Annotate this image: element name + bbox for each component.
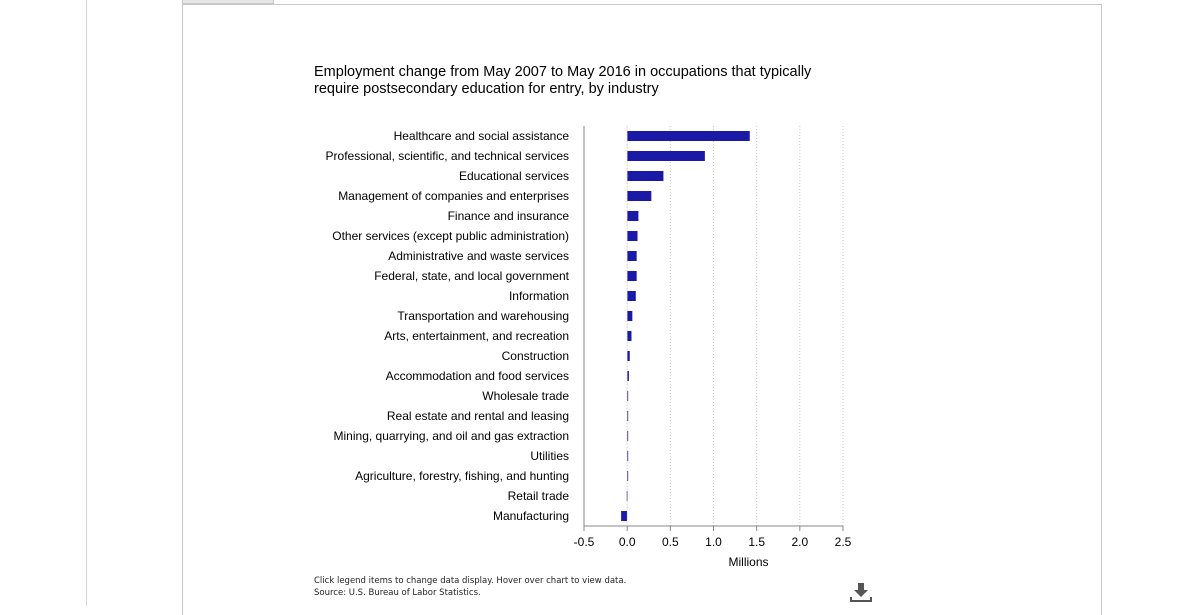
footnote-instructions: Click legend items to change data displa… [314,576,627,586]
bar[interactable] [627,371,629,381]
chart-panel [182,4,1102,615]
bar[interactable] [627,451,629,461]
bar[interactable] [627,431,629,441]
tab[interactable] [182,0,274,4]
category-label: Educational services [459,169,569,183]
bar[interactable] [627,171,664,181]
bar[interactable] [627,271,637,281]
bar[interactable] [627,351,630,361]
category-label: Utilities [530,449,569,463]
bar[interactable] [627,131,750,141]
bar[interactable] [627,251,637,261]
category-label: Arts, entertainment, and recreation [384,329,569,343]
bar[interactable] [621,511,628,521]
bar[interactable] [627,191,652,201]
x-tick-label: -0.5 [574,535,595,549]
bar[interactable] [627,311,633,321]
category-label: Mining, quarrying, and oil and gas extra… [334,429,569,443]
x-tick-label: 2.0 [791,535,808,549]
x-axis-title: Millions [728,555,768,569]
x-tick-label: 1.5 [748,535,765,549]
bar[interactable] [627,151,705,161]
chart-title: Employment change from May 2007 to May 2… [314,64,812,97]
category-label: Transportation and warehousing [397,309,569,323]
category-label: Information [509,289,569,303]
category-label: Real estate and rental and leasing [387,409,569,423]
category-label: Administrative and waste services [388,249,569,263]
bar[interactable] [627,331,632,341]
bar[interactable] [627,231,638,241]
category-label: Manufacturing [493,509,569,523]
category-label: Accommodation and food services [386,369,569,383]
category-label: Construction [502,349,569,363]
x-tick-label: 0.0 [619,535,636,549]
bar[interactable] [627,411,629,421]
category-label: Healthcare and social assistance [394,129,570,143]
divider [86,0,87,606]
category-label: Agriculture, forestry, fishing, and hunt… [355,469,569,483]
x-tick-label: 2.5 [835,535,852,549]
x-tick-label: 1.0 [705,535,722,549]
category-label: Professional, scientific, and technical … [326,149,569,163]
category-label: Other services (except public administra… [332,229,569,243]
footnote-source: Source: U.S. Bureau of Labor Statistics. [314,588,481,598]
x-tick-label: 0.5 [662,535,679,549]
category-label: Management of companies and enterprises [338,189,569,203]
category-label: Retail trade [508,489,570,503]
download-icon [850,583,872,602]
download-button[interactable] [849,580,873,604]
bar[interactable] [627,291,636,301]
category-label: Wholesale trade [482,389,569,403]
bar[interactable] [627,211,639,221]
category-label: Finance and insurance [448,209,570,223]
bar[interactable] [627,391,629,401]
bar[interactable] [627,471,629,481]
category-label: Federal, state, and local government [374,269,569,283]
chart-footnote: Click legend items to change data displa… [314,575,626,599]
